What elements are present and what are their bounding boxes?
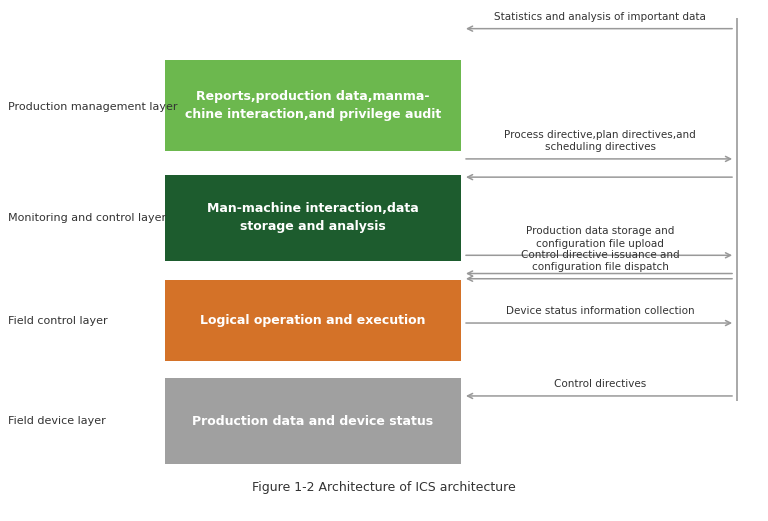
Text: Production data storage and
configuration file upload: Production data storage and configuratio… — [526, 226, 674, 249]
Text: Device status information collection: Device status information collection — [506, 306, 694, 316]
Text: Process directive,plan directives,and
scheduling directives: Process directive,plan directives,and sc… — [505, 130, 696, 152]
Bar — [165, 378, 461, 464]
Text: Control directive issuance and
configuration file dispatch: Control directive issuance and configura… — [521, 250, 680, 272]
Text: Statistics and analysis of important data: Statistics and analysis of important dat… — [495, 12, 706, 22]
Bar — [165, 175, 461, 260]
Bar — [165, 280, 461, 361]
Text: Man-machine interaction,data
storage and analysis: Man-machine interaction,data storage and… — [207, 202, 419, 233]
Text: Reports,production data,manma-
chine interaction,and privilege audit: Reports,production data,manma- chine int… — [185, 90, 441, 121]
Text: Production management layer: Production management layer — [8, 102, 177, 112]
Text: Monitoring and control layer: Monitoring and control layer — [8, 213, 166, 223]
Text: Production data and device status: Production data and device status — [193, 415, 433, 428]
Text: Logical operation and execution: Logical operation and execution — [200, 314, 425, 327]
Bar — [165, 60, 461, 151]
Text: Control directives: Control directives — [554, 379, 647, 389]
Text: Field device layer: Field device layer — [8, 416, 105, 426]
Text: Field control layer: Field control layer — [8, 316, 108, 326]
Text: Figure 1-2 Architecture of ICS architecture: Figure 1-2 Architecture of ICS architect… — [252, 481, 516, 493]
